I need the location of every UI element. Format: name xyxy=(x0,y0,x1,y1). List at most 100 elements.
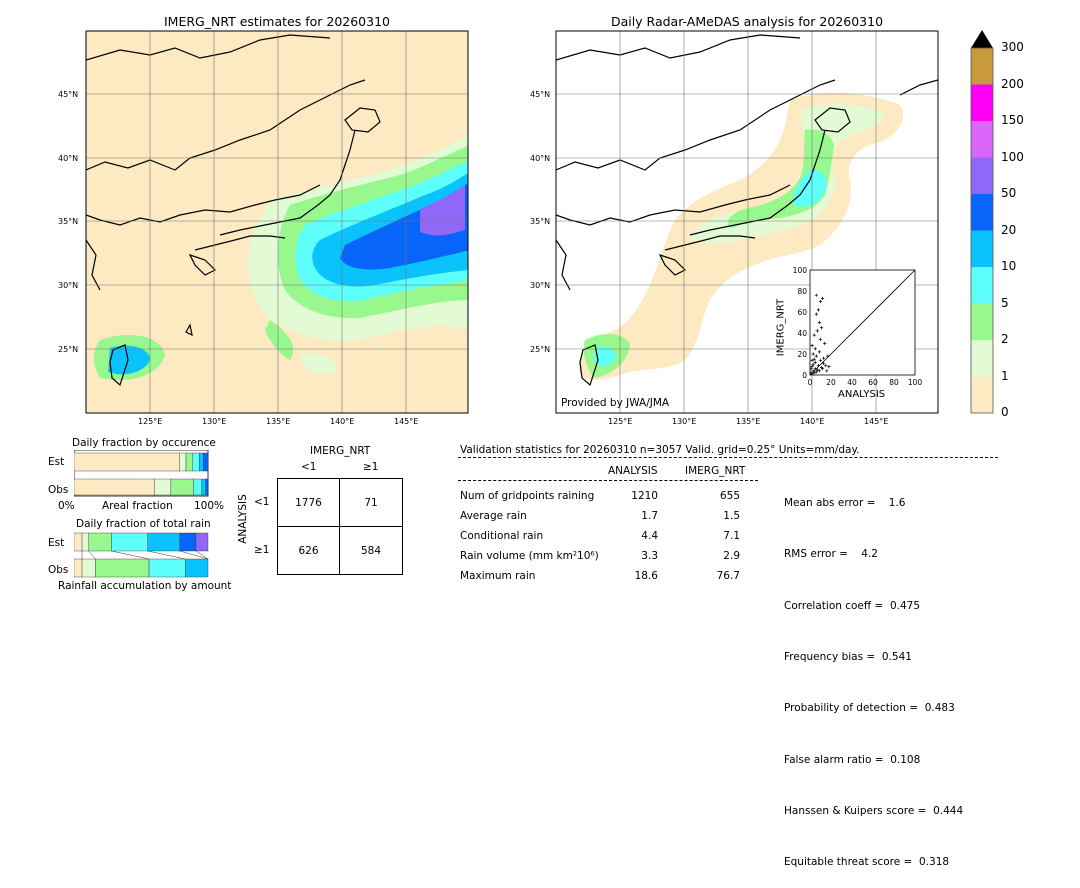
row-label: Num of gridpoints raining xyxy=(460,490,595,502)
occurrence-segment xyxy=(205,478,209,496)
score-far: False alarm ratio = 0.108 xyxy=(784,753,921,766)
scatter-inset: 0 20 40 60 80 100 0 20 40 60 80 100 xyxy=(793,266,923,387)
scatter-point xyxy=(818,337,823,341)
occurrence-title: Daily fraction by occurence xyxy=(72,437,216,449)
colorbar-tick-label: 150 xyxy=(1001,113,1024,127)
colorbar-segment xyxy=(971,376,993,413)
rain-segment xyxy=(179,532,197,552)
scatter-y-tick: 20 xyxy=(797,350,807,359)
score-hk: Hanssen & Kuipers score = 0.444 xyxy=(784,804,964,817)
scatter-point xyxy=(810,358,814,362)
scatter-point xyxy=(812,333,816,337)
occurrence-segment xyxy=(201,478,206,496)
rain-row-obs: Obs xyxy=(48,564,69,576)
scatter-x-tick: 60 xyxy=(868,378,878,387)
left-lat-label: 30°N xyxy=(58,281,79,290)
occurrence-axis-label: Areal fraction xyxy=(102,500,173,512)
occurrence-segment xyxy=(203,452,209,472)
validation-subdivider xyxy=(458,480,758,481)
left-lon-label: 130°E xyxy=(202,417,227,426)
validation-col-imerg: IMERG_NRT xyxy=(685,465,746,477)
scatter-point xyxy=(814,312,818,316)
scatter-x-tick: 100 xyxy=(908,378,923,387)
scatter-point xyxy=(817,369,822,373)
rain-connector xyxy=(147,550,186,560)
colorbar-segment xyxy=(971,48,993,85)
contingency-col-label: <1 xyxy=(301,461,317,473)
scatter-point xyxy=(818,299,823,304)
validation-row: Num of gridpoints raining 1210 655 xyxy=(460,486,740,506)
left-gridlines xyxy=(86,31,468,413)
occurrence-row-obs: Obs xyxy=(48,484,69,496)
scatter-y-tick: 60 xyxy=(797,308,807,317)
scatter-ylabel: IMERG_NRT xyxy=(775,298,787,357)
scatter-point xyxy=(811,369,815,373)
scatter-y-tick: 40 xyxy=(797,329,807,338)
left-lat-label: 35°N xyxy=(58,217,79,226)
contingency-col-label: ≥1 xyxy=(363,461,379,473)
scatter-point xyxy=(814,293,818,297)
rain-axis-label: Rainfall accumulation by amount xyxy=(58,580,232,592)
scatter-point xyxy=(813,360,817,364)
colorbar-tick-label: 1 xyxy=(1001,368,1009,383)
left-lon-label: 145°E xyxy=(394,417,419,426)
right-lon-label: 125°E xyxy=(608,417,633,426)
right-lon-label: 130°E xyxy=(672,417,697,426)
occurrence-axis-right: 100% xyxy=(194,500,225,512)
contingency-cell: 71 xyxy=(364,497,378,509)
right-lat-label: 30°N xyxy=(530,281,551,290)
colorbar-segment xyxy=(971,157,993,194)
rain-connector xyxy=(195,550,209,560)
occurrence-segment xyxy=(179,452,187,472)
occurrence-segment xyxy=(199,452,204,472)
occurrence-axis-left: 0% xyxy=(58,500,75,512)
rain-segment xyxy=(88,532,112,552)
right-lon-label: 140°E xyxy=(800,417,825,426)
scatter-xlabel: ANALYSIS xyxy=(838,389,886,400)
colorbar-segment xyxy=(971,121,993,158)
scatter-point xyxy=(813,347,817,351)
scatter-point xyxy=(812,357,816,361)
score-correlation: Correlation coeff = 0.475 xyxy=(784,599,920,612)
right-lat-label: 40°N xyxy=(530,154,551,163)
score-frequency-bias: Frequency bias = 0.541 xyxy=(784,651,912,664)
scatter-point xyxy=(814,370,818,374)
colorbar-segment xyxy=(971,303,993,340)
validation-header: Validation statistics for 20260310 n=305… xyxy=(460,444,860,456)
left-lon-label: 135°E xyxy=(266,417,291,426)
rain-segment xyxy=(95,558,150,578)
right-lon-label: 145°E xyxy=(864,417,889,426)
right-lat-label: 45°N xyxy=(530,90,551,99)
row-imerg: 655 xyxy=(719,490,740,502)
left-coastline xyxy=(86,34,381,387)
scatter-point xyxy=(811,362,815,367)
score-ets: Equitable threat score = 0.318 xyxy=(784,856,950,869)
scatter-y-tick: 100 xyxy=(793,266,808,275)
colorbar-segment xyxy=(971,230,993,267)
scatter-point xyxy=(810,372,814,376)
scatter-point xyxy=(822,356,826,360)
colorbar-tick-label: 200 xyxy=(1001,76,1024,91)
validation-row: Maximum rain 18.6 76.7 xyxy=(460,566,740,586)
scatter-x-tick: 40 xyxy=(847,378,857,387)
left-lat-label: 40°N xyxy=(58,154,79,163)
right-lat-label: 35°N xyxy=(530,217,551,226)
colorbar-extend-arrow xyxy=(971,30,993,48)
scatter-y-tick: 0 xyxy=(802,371,807,380)
validation-row: Rain volume (mm km²10⁶) 3.3 2.9 xyxy=(460,546,740,566)
scatter-point xyxy=(810,344,814,348)
scatter-point xyxy=(827,365,831,369)
occurrence-segment xyxy=(192,452,200,472)
rain-segment xyxy=(81,532,89,552)
scatter-y-tick: 80 xyxy=(797,287,807,296)
right-lon-label: 135°E xyxy=(736,417,761,426)
validation-divider xyxy=(458,457,998,458)
scatter-point xyxy=(817,320,822,325)
scatter-x-tick: 20 xyxy=(826,378,836,387)
occurrence-row-est: Est xyxy=(48,456,65,468)
rain-fraction-bars xyxy=(74,532,209,578)
contingency-cell: 1776 xyxy=(295,497,322,509)
rain-segment xyxy=(148,558,186,578)
colorbar-tick-label: 5 xyxy=(1001,295,1009,310)
validation-table: Num of gridpoints raining 1210 655 Average… xyxy=(460,486,740,586)
